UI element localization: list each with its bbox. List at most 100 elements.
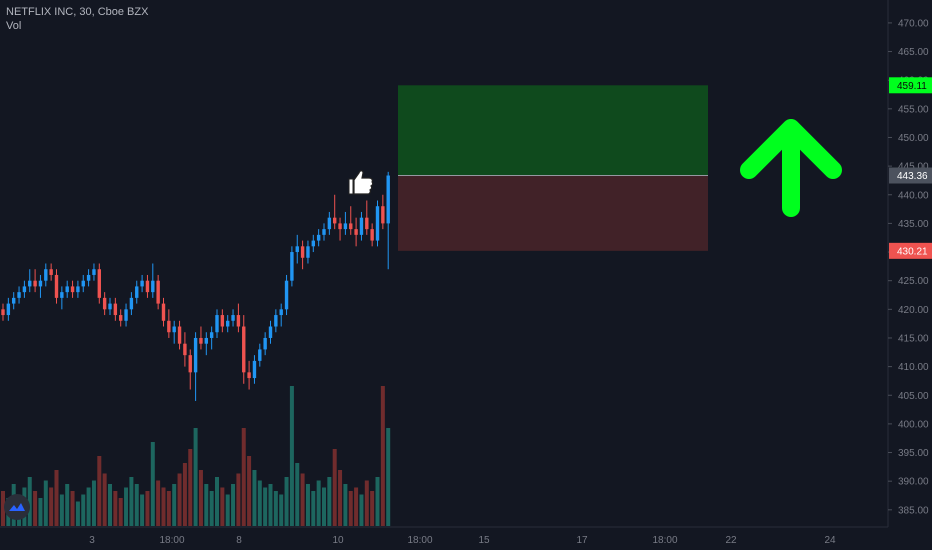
- candle-body: [231, 315, 235, 321]
- candle-body: [263, 337, 267, 350]
- candle-body: [300, 246, 305, 258]
- candle-body: [193, 337, 198, 373]
- time-tick-label: 3: [89, 535, 95, 546]
- volume-bar: [257, 480, 262, 526]
- price-tick-label: 465.00: [898, 47, 929, 58]
- time-tick-label: 18:00: [652, 535, 677, 546]
- volume-bar: [129, 477, 134, 526]
- candle-body: [386, 175, 390, 224]
- candle-body: [252, 360, 257, 379]
- volume-bar: [375, 477, 380, 526]
- volume-bar: [1, 491, 5, 526]
- candle-body: [1, 309, 5, 316]
- volume-bar: [247, 456, 252, 526]
- volume-bar: [65, 484, 70, 526]
- volume-bar: [49, 487, 54, 526]
- price-tick-label: 385.00: [898, 505, 929, 516]
- candle-body: [33, 280, 37, 287]
- candle-body: [322, 229, 326, 235]
- volume-bars: [1, 386, 391, 526]
- volume-bar: [198, 470, 203, 526]
- volume-bar: [268, 484, 273, 526]
- volume-bar: [386, 428, 391, 526]
- candle-body: [316, 234, 321, 241]
- time-tick-label: 22: [725, 535, 737, 546]
- chart-legend: NETFLIX INC, 30, Cboe BZX Vol: [6, 5, 148, 33]
- candle-body: [172, 326, 176, 333]
- volume-bar: [54, 470, 59, 526]
- candle-body: [28, 280, 32, 287]
- last-price-tag: [889, 167, 932, 184]
- tradingview-logo-icon[interactable]: [4, 494, 30, 520]
- candle-body: [365, 217, 369, 230]
- volume-bar: [182, 463, 187, 526]
- volume-bar: [225, 494, 230, 526]
- volume-bar: [305, 484, 310, 526]
- price-tick-label: 445.00: [898, 162, 929, 173]
- price-tick-label: 410.00: [898, 362, 929, 373]
- volume-bar: [124, 487, 129, 526]
- candle-body: [183, 343, 187, 356]
- candle-body: [220, 315, 225, 327]
- candle-body: [145, 280, 150, 293]
- candle-body: [215, 315, 219, 333]
- candle-body: [86, 274, 91, 281]
- candle-body: [65, 286, 69, 293]
- volume-bar: [204, 484, 209, 526]
- price-tick-label: 420.00: [898, 305, 929, 316]
- volume-bar: [193, 428, 198, 526]
- candle-body: [209, 332, 214, 338]
- volume-bar: [97, 456, 102, 526]
- volume-bar: [236, 473, 241, 526]
- volume-label[interactable]: Vol: [6, 20, 22, 32]
- candle-body: [113, 303, 118, 316]
- candle-body: [290, 252, 294, 281]
- volume-bar: [332, 449, 337, 526]
- candle-body: [236, 315, 241, 327]
- volume-bar: [231, 484, 236, 526]
- volume-bar: [284, 477, 289, 526]
- candle-body: [12, 297, 16, 304]
- time-axis[interactable]: 3 18:00 8 10 18:00 15 17 18:00 22 24: [89, 535, 836, 546]
- volume-bar: [380, 386, 385, 526]
- target-zone: [398, 85, 708, 176]
- volume-bar: [348, 491, 353, 526]
- candle-body: [161, 303, 166, 321]
- symbol-title[interactable]: NETFLIX INC, 30, Cboe BZX: [6, 6, 149, 18]
- volume-bar: [102, 473, 107, 526]
- price-tick-label: 400.00: [898, 419, 929, 430]
- annotations: [348, 119, 842, 217]
- candle-body: [375, 206, 380, 241]
- candle-body: [274, 315, 278, 327]
- candle-body: [247, 372, 251, 379]
- price-tick-label: 450.00: [898, 133, 929, 144]
- time-tick-label: 8: [236, 535, 242, 546]
- candle-body: [306, 246, 310, 258]
- candle-body: [102, 297, 107, 310]
- volume-bar: [113, 491, 118, 526]
- volume-bar: [220, 487, 225, 526]
- candle-body: [359, 217, 364, 235]
- candle-body: [124, 309, 128, 321]
- price-tick-label: 435.00: [898, 219, 929, 230]
- volume-bar: [252, 470, 257, 526]
- volume-bar: [43, 480, 48, 526]
- candle-body: [6, 303, 11, 316]
- candle-body: [119, 315, 123, 321]
- volume-bar: [215, 477, 219, 526]
- grid: [0, 0, 889, 528]
- candle-body: [333, 217, 337, 224]
- candle-body: [295, 246, 299, 253]
- candle-body: [354, 229, 358, 235]
- candle-body: [199, 337, 203, 344]
- volume-bar: [108, 484, 112, 526]
- time-tick-label: 17: [576, 535, 588, 546]
- time-tick-label: 18:00: [159, 535, 184, 546]
- long-position-tool[interactable]: [398, 85, 708, 251]
- volume-bar: [327, 477, 332, 526]
- volume-bar: [359, 494, 364, 526]
- candle-body: [92, 269, 96, 275]
- volume-bar: [322, 487, 326, 526]
